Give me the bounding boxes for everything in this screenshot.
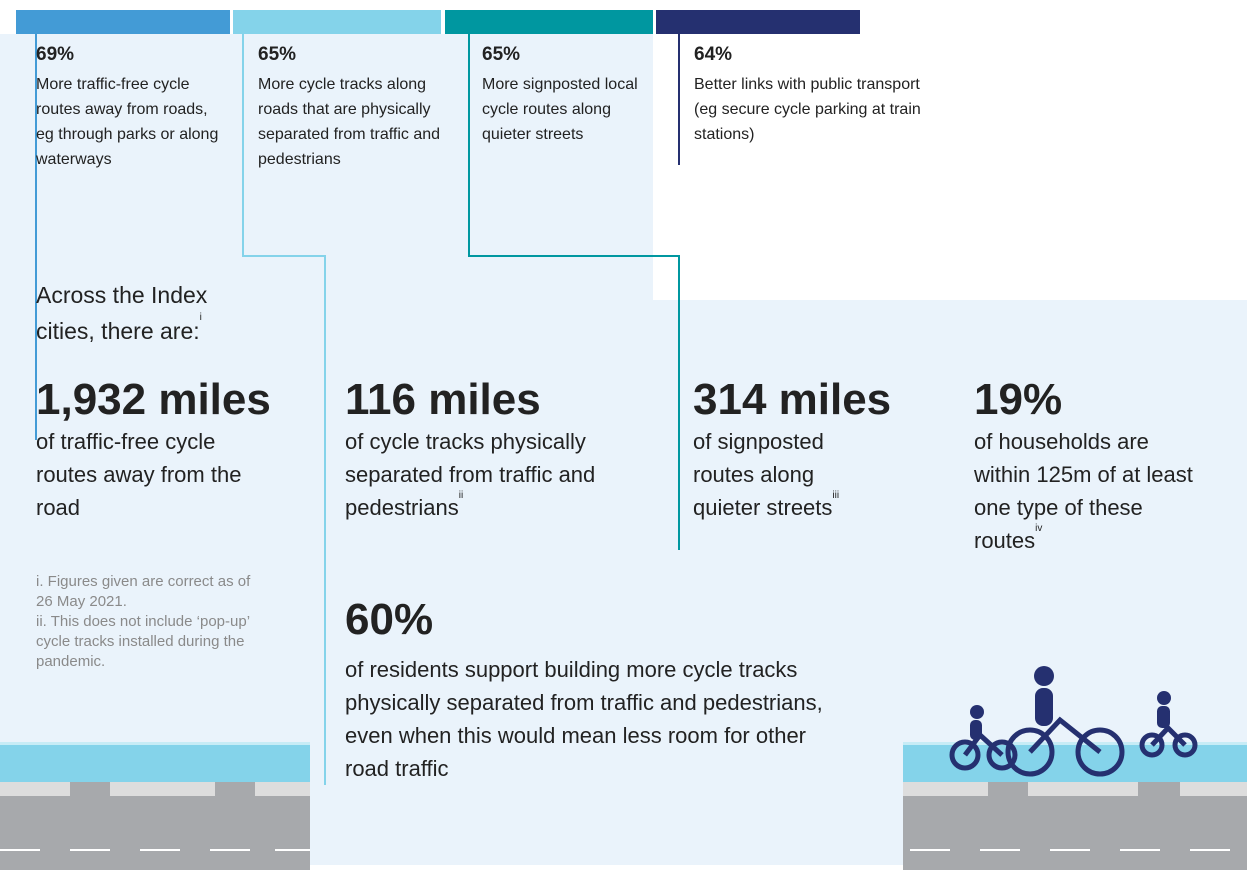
fact-text: of traffic-free cycle routes away from t… bbox=[36, 425, 271, 524]
footnote-ref: i bbox=[200, 312, 202, 323]
road-left bbox=[0, 742, 310, 870]
stat: 69% More traffic-free cycle routes away f… bbox=[36, 44, 221, 172]
footnote: ii. This does not include ‘pop-up’ cycle… bbox=[36, 612, 271, 672]
infographic: 69% More traffic-free cycle routes away f… bbox=[0, 0, 1247, 876]
fact: 19%of households are within 125m of at l… bbox=[974, 375, 1214, 557]
intro-text: Across the Index cities, there are: bbox=[36, 282, 207, 344]
footnote-ref: iii bbox=[832, 490, 839, 501]
fact-body: of households are within 125m of at leas… bbox=[974, 429, 1193, 553]
stat: 64% Better links with public transport (e… bbox=[694, 44, 944, 147]
support-value: 60% bbox=[345, 595, 845, 645]
footnotes: i. Figures given are correct as of 26 Ma… bbox=[36, 572, 271, 672]
intro: Across the Index cities, there are:i bbox=[36, 277, 251, 349]
stat-value: 64% bbox=[694, 44, 944, 66]
fact-value: 314 miles bbox=[693, 375, 923, 425]
footnote-ref: iv bbox=[1035, 523, 1042, 534]
fact-value: 19% bbox=[974, 375, 1214, 425]
support: 60% of residents support building more cy… bbox=[345, 595, 845, 785]
fact-text: of signposted routes along quieter stree… bbox=[693, 425, 883, 524]
fact-value: 116 miles bbox=[345, 375, 665, 425]
stat-value: 65% bbox=[258, 44, 443, 66]
stat-text: Better links with public transport (eg s… bbox=[694, 72, 944, 147]
fact-text: of cycle tracks physically separated fro… bbox=[345, 425, 665, 524]
stat-text: More cycle tracks along roads that are p… bbox=[258, 72, 443, 172]
footnote-ref: ii bbox=[459, 490, 463, 501]
stat-value: 69% bbox=[36, 44, 221, 66]
stat: 65% More signposted local cycle routes al… bbox=[482, 44, 650, 147]
footnote: i. Figures given are correct as of 26 Ma… bbox=[36, 572, 271, 612]
fact-text: of households are within 125m of at leas… bbox=[974, 425, 1199, 557]
stat-text: More traffic-free cycle routes away from… bbox=[36, 72, 221, 172]
fact-value: 1,932 miles bbox=[36, 375, 296, 425]
stat-text: More signposted local cycle routes along… bbox=[482, 72, 650, 147]
fact-body: of signposted routes along quieter stree… bbox=[693, 429, 832, 520]
fact-body: of cycle tracks physically separated fro… bbox=[345, 429, 595, 520]
stat: 65% More cycle tracks along roads that ar… bbox=[258, 44, 443, 172]
stat-value: 65% bbox=[482, 44, 650, 66]
support-text: of residents support building more cycle… bbox=[345, 653, 835, 785]
